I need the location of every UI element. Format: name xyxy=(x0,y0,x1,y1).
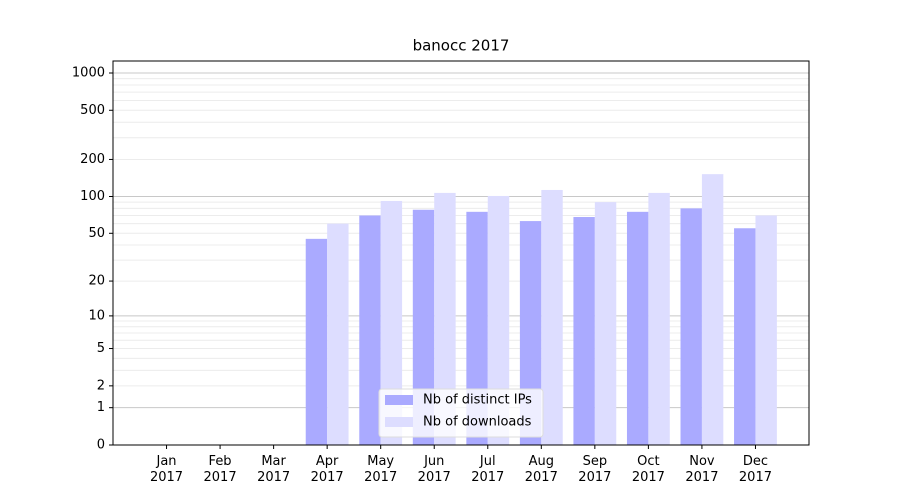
bar xyxy=(412,209,435,445)
bar xyxy=(755,215,777,445)
bar xyxy=(680,208,702,445)
x-tick-label: Mar 2017 xyxy=(257,454,291,485)
y-tick-label: 2 xyxy=(97,378,105,393)
bar xyxy=(541,189,563,445)
legend-swatch xyxy=(385,395,413,405)
x-tick-label: Jul 2017 xyxy=(471,454,505,485)
x-tick-label: Aug 2017 xyxy=(524,454,558,485)
legend: Nb of distinct IPs Nb of downloads xyxy=(378,388,544,438)
bar xyxy=(701,174,724,446)
x-tick-label: Apr 2017 xyxy=(310,454,344,485)
bar xyxy=(648,192,670,445)
y-tick-label: 10 xyxy=(88,308,105,323)
y-tick-label: 100 xyxy=(80,189,105,204)
x-tick-label: Dec 2017 xyxy=(738,454,772,485)
x-tick-label: Feb 2017 xyxy=(203,454,237,485)
x-tick-label: Oct 2017 xyxy=(631,454,665,485)
y-tick-label: 200 xyxy=(80,152,105,167)
x-tick-label: Nov 2017 xyxy=(685,454,719,485)
bar xyxy=(466,211,488,445)
legend-box xyxy=(378,388,544,438)
x-tick-label: Sep 2017 xyxy=(578,454,612,485)
bar xyxy=(626,211,649,445)
bar xyxy=(434,192,456,445)
x-tick-label: May 2017 xyxy=(364,454,398,485)
y-tick-label: 1 xyxy=(97,400,105,415)
x-tick-label: Jun 2017 xyxy=(417,454,451,485)
legend-label: Nb of downloads xyxy=(423,415,532,430)
plot-frame xyxy=(112,60,810,446)
y-tick-label: 0 xyxy=(97,438,105,453)
y-tick-label: 20 xyxy=(88,274,105,289)
y-tick-label: 50 xyxy=(88,226,105,241)
legend-label: Nb of distinct IPs xyxy=(423,393,532,408)
bar xyxy=(327,223,349,445)
y-tick-label: 5 xyxy=(97,341,105,356)
bar xyxy=(573,217,595,445)
chart-title: banocc 2017 xyxy=(413,37,510,55)
bar xyxy=(734,228,756,445)
bar xyxy=(380,200,403,445)
bar xyxy=(594,202,617,445)
bar xyxy=(305,238,328,445)
y-tick-label: 1000 xyxy=(72,66,105,81)
bar xyxy=(359,215,381,445)
x-tick-label: Jan 2017 xyxy=(149,454,184,485)
legend-swatch xyxy=(385,417,413,427)
bar xyxy=(487,195,510,445)
y-tick-label: 500 xyxy=(80,103,105,118)
